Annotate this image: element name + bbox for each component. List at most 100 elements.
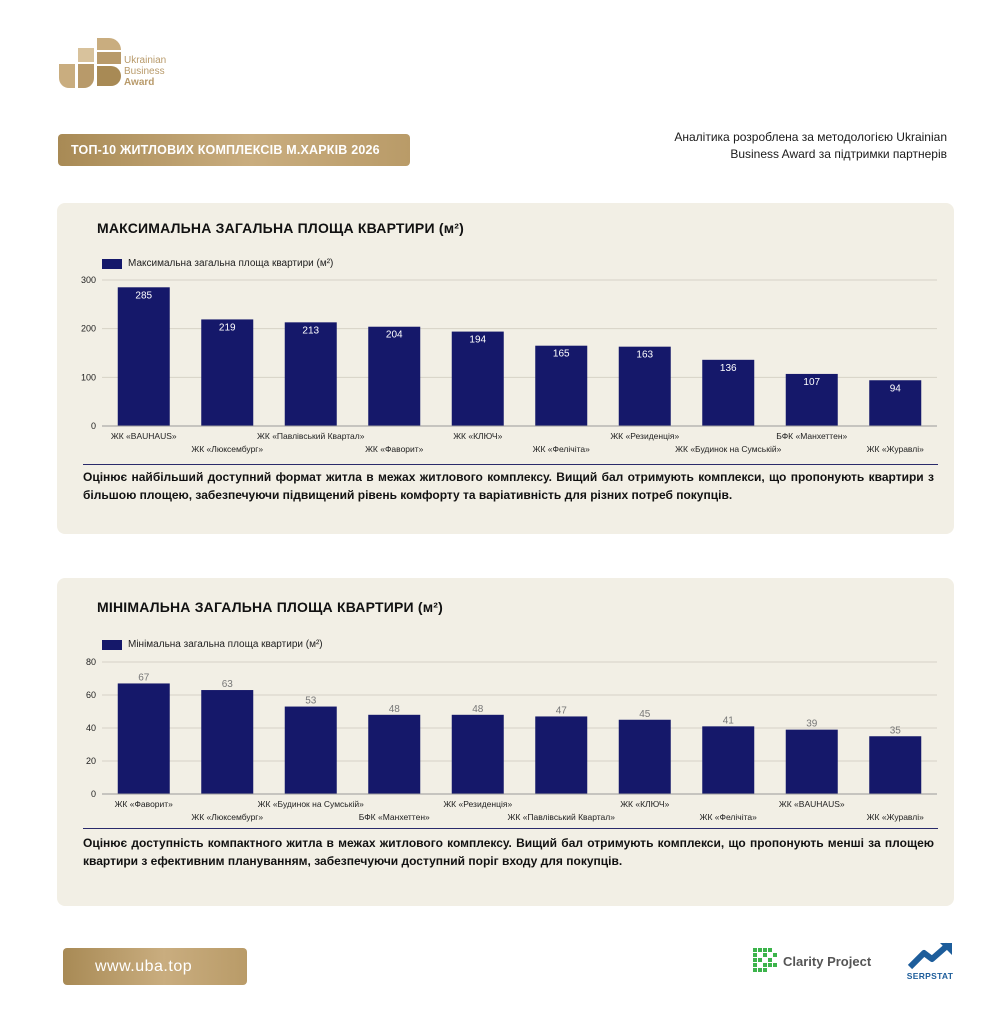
- clarity-project-logo: Clarity Project: [753, 948, 871, 974]
- bar: [535, 716, 588, 794]
- data-label: 94: [890, 383, 902, 394]
- data-label: 219: [219, 322, 236, 333]
- max-area-description: Оцінює найбільший доступний формат житла…: [83, 470, 934, 502]
- logo-line-1: Ukrainian: [124, 55, 167, 66]
- data-label: 285: [135, 290, 152, 301]
- bar: [368, 714, 421, 794]
- bar: [618, 346, 671, 426]
- data-label: 41: [723, 715, 735, 726]
- min-area-legend: Мінімальна загальна площа квартири (м²): [102, 639, 323, 650]
- x-tick-label: ЖК «Журавлі»: [867, 812, 924, 822]
- y-tick-label: 0: [91, 789, 96, 799]
- data-label: 107: [803, 377, 820, 388]
- uba-logo-mark: [59, 38, 121, 88]
- max-area-title: МАКСИМАЛЬНА ЗАГАЛЬНА ПЛОЩА КВАРТИРИ (м²): [97, 220, 464, 236]
- x-tick-label: ЖК «КЛЮЧ»: [453, 431, 502, 441]
- bar: [201, 319, 254, 426]
- data-label: 39: [806, 719, 818, 730]
- min-area-title: МІНІМАЛЬНА ЗАГАЛЬНА ПЛОЩА КВАРТИРИ (м²): [97, 599, 444, 615]
- bar: [117, 683, 170, 794]
- data-label: 165: [553, 349, 570, 360]
- x-tick-label: ЖК «Журавлі»: [867, 444, 924, 454]
- x-tick-label: ЖК «Люксембург»: [191, 812, 263, 822]
- data-label: 53: [305, 696, 317, 707]
- serpstat-logo: SERPSTAT: [904, 941, 956, 985]
- x-tick-label: ЖК «BAUHAUS»: [779, 799, 845, 809]
- y-tick-label: 300: [81, 275, 96, 285]
- data-label: 194: [469, 335, 486, 346]
- x-tick-label: ЖК «BAUHAUS»: [111, 431, 177, 441]
- serpstat-chart-icon: [907, 942, 952, 970]
- min-area-chart: 0 20 40 60 80 67 ЖК «Фаворит» 63 ЖК «Люксембург»…: [86, 657, 937, 822]
- min-area-panel: МІНІМАЛЬНА ЗАГАЛЬНА ПЛОЩА КВАРТИРИ (м²) …: [57, 578, 954, 906]
- max-area-legend: Максимальна загальна площа квартири (м²): [102, 258, 333, 269]
- data-label: 45: [639, 709, 651, 720]
- legend-label: Максимальна загальна площа квартири (м²): [128, 258, 334, 269]
- legend-swatch: [102, 639, 122, 650]
- data-label: 213: [302, 325, 319, 336]
- bar: [368, 326, 421, 426]
- divider-line: [83, 464, 938, 465]
- y-tick-label: 80: [86, 657, 96, 667]
- bar: [535, 345, 588, 426]
- website-link[interactable]: www.uba.top: [63, 948, 247, 985]
- max-area-panel: МАКСИМАЛЬНА ЗАГАЛЬНА ПЛОЩА КВАРТИРИ (м²)…: [57, 203, 954, 534]
- y-tick-label: 20: [86, 756, 96, 766]
- bar: [284, 322, 337, 426]
- data-label: 35: [890, 725, 902, 736]
- data-label: 163: [636, 350, 653, 361]
- x-tick-label: ЖК «Резиденція»: [610, 431, 679, 441]
- y-tick-label: 100: [81, 372, 96, 382]
- x-tick-label: ЖК «Павлівський Квартал»: [508, 812, 616, 822]
- serpstat-name: SERPSTAT: [906, 971, 954, 981]
- x-tick-label: ЖК «Павлівський Квартал»: [257, 431, 365, 441]
- bar: [201, 690, 254, 794]
- logo-line-3: Award: [124, 77, 155, 88]
- bar: [618, 719, 671, 794]
- data-label: 48: [472, 704, 484, 715]
- x-tick-label: ЖК «Фелічіта»: [700, 812, 757, 822]
- bar: [702, 359, 755, 426]
- logo-text: Ukrainian Business Award: [124, 55, 166, 88]
- data-label: 136: [720, 363, 737, 374]
- clarity-project-name: Clarity Project: [783, 953, 872, 969]
- methodology-note: Аналітика розроблена за методологією Ukr…: [674, 130, 947, 161]
- x-tick-label: БФК «Манхеттен»: [776, 431, 847, 441]
- legend-swatch: [102, 258, 122, 269]
- uba-logo: [57, 36, 187, 92]
- bar: [284, 706, 337, 794]
- logo-line-2: Business: [124, 66, 165, 77]
- bar: [869, 380, 922, 426]
- bar: [451, 331, 504, 426]
- page-title-badge: ТОП-10 ЖИТЛОВИХ КОМПЛЕКСІВ М.ХАРКІВ 2026: [58, 134, 410, 166]
- x-tick-label: ЖК «Фаворит»: [365, 444, 424, 454]
- x-tick-label: ЖК «Будинок на Сумській»: [258, 799, 364, 809]
- max-area-chart: 0 100 200 300 285 ЖК «BAUHAUS» 219 ЖК «Люксембу…: [81, 275, 937, 454]
- bar: [117, 287, 170, 426]
- min-area-description: Оцінює доступність компактного житла в м…: [83, 836, 934, 868]
- bar: [785, 373, 838, 426]
- data-label: 47: [556, 705, 568, 716]
- divider-line: [83, 828, 938, 829]
- legend-label: Мінімальна загальна площа квартири (м²): [128, 639, 323, 650]
- data-label: 67: [138, 672, 150, 683]
- x-tick-label: ЖК «Фелічіта»: [533, 444, 590, 454]
- x-tick-label: ЖК «Фаворит»: [115, 799, 174, 809]
- y-tick-label: 60: [86, 690, 96, 700]
- data-label: 204: [386, 330, 403, 341]
- x-tick-label: БФК «Манхеттен»: [359, 812, 430, 822]
- x-tick-label: ЖК «Резиденція»: [443, 799, 512, 809]
- clarity-grid-icon: [753, 948, 777, 972]
- x-tick-label: ЖК «Люксембург»: [191, 444, 263, 454]
- bar: [702, 726, 755, 794]
- bar: [451, 714, 504, 794]
- y-tick-label: 40: [86, 723, 96, 733]
- x-tick-label: ЖК «КЛЮЧ»: [620, 799, 669, 809]
- data-label: 48: [389, 704, 401, 715]
- y-tick-label: 200: [81, 324, 96, 334]
- data-label: 63: [222, 679, 234, 690]
- bar: [869, 736, 922, 794]
- bar: [785, 729, 838, 794]
- y-tick-label: 0: [91, 421, 96, 431]
- x-tick-label: ЖК «Будинок на Сумській»: [675, 444, 781, 454]
